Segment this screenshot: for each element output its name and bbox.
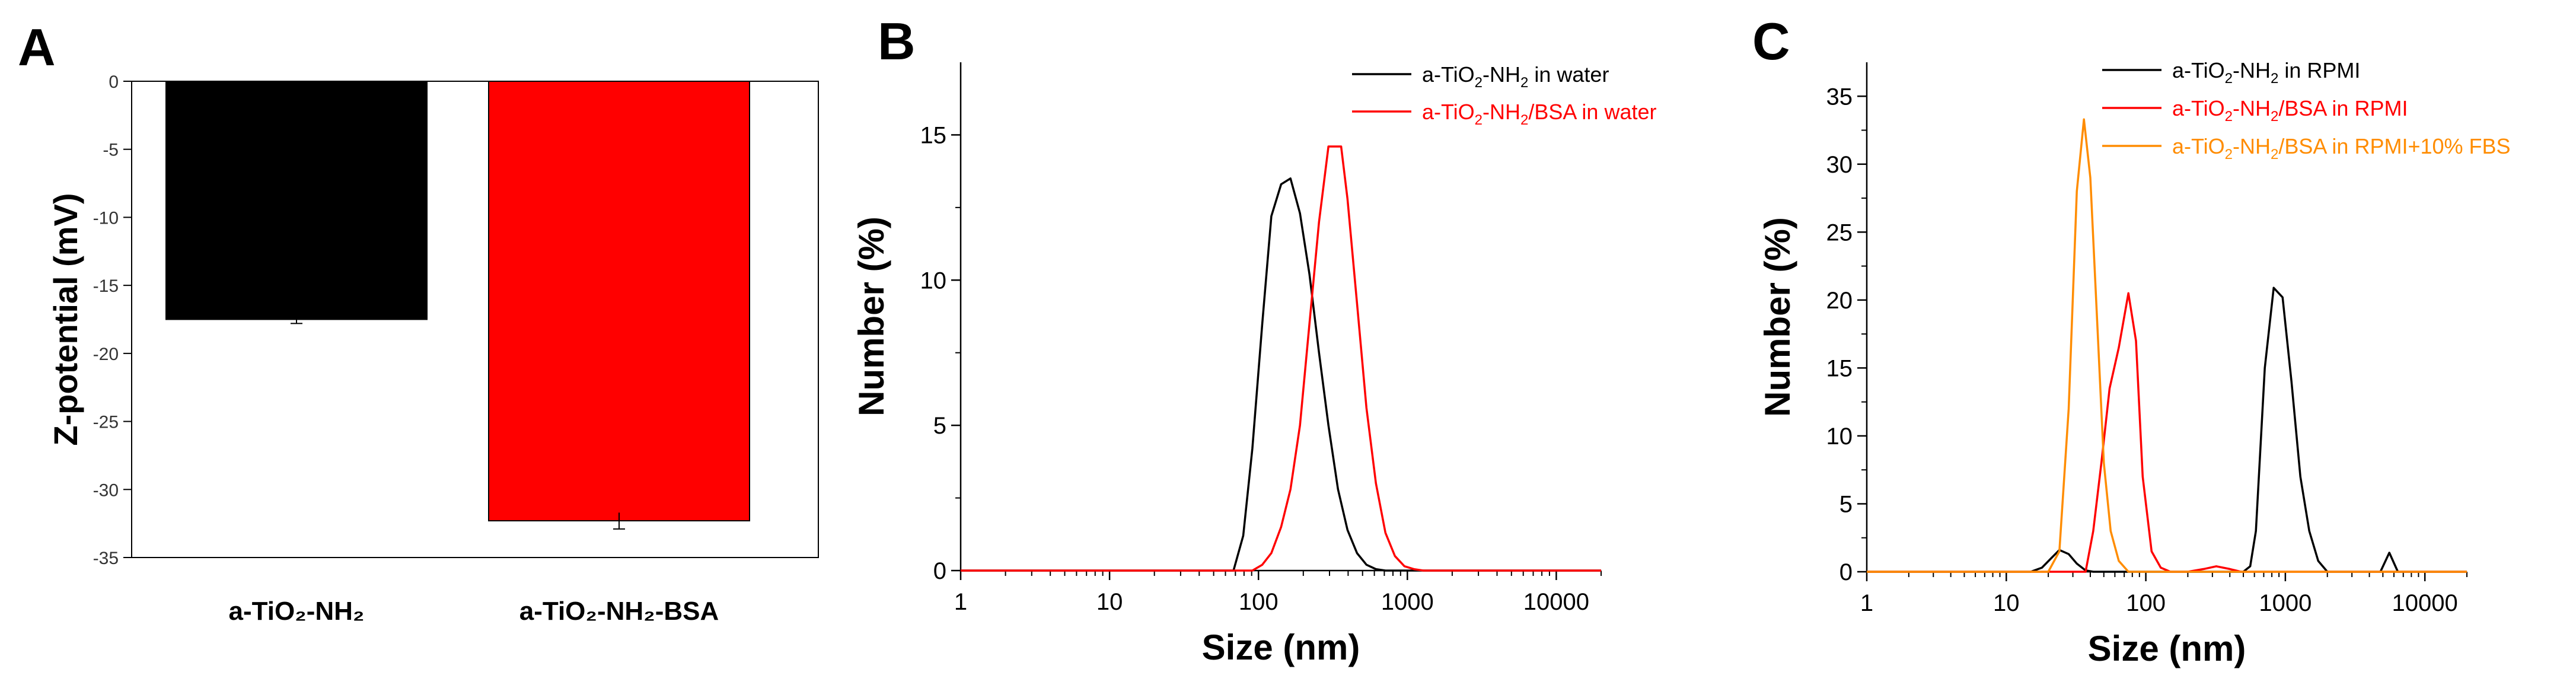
y-tick-label-c: 25 (1826, 219, 1853, 246)
y-axis-label-b: Number (%) (852, 216, 891, 416)
legend-label-c-3: a-TiO2-NH2/BSA in RPMI+10% FBS (2172, 134, 2511, 163)
legend-label-c-2: a-TiO2-NH2/BSA in RPMI (2172, 96, 2408, 125)
y-tick-label-c: 20 (1826, 288, 1853, 314)
y-tick-label-c: 0 (1839, 559, 1853, 585)
y-tick-label-a: -20 (93, 345, 119, 364)
x-axis-label-c: Size (nm) (2088, 629, 2246, 668)
panel-b-line-chart: B 0 5 10 15 1 10 100 1000 10000 Size (nm) Number (%… (852, 12, 1656, 667)
x-tick-label-b: 100 (1239, 589, 1279, 615)
y-tick-label-b: 0 (933, 558, 946, 584)
panel-c-line-chart: C 0 5 10 15 20 25 30 35 1 10 100 1000 10000 Size (nm) N… (1752, 12, 2511, 668)
x-axis-label-b: Size (nm) (1202, 628, 1360, 667)
y-tick-label-a: -30 (93, 480, 119, 500)
series-line-c-3 (1867, 118, 2467, 573)
y-tick-label-a: -15 (93, 276, 119, 296)
x-tick-label-c: 10 (1993, 590, 2020, 616)
x-tick-label-b: 10 (1096, 589, 1123, 615)
y-axis-label-a: Z-potential (mV) (47, 193, 84, 445)
x-tick-label-c: 100 (2126, 590, 2166, 616)
series-line-c-2 (1867, 292, 2467, 573)
panel-letter-a: A (18, 18, 56, 77)
bar-2 (488, 81, 750, 522)
y-tick-label-b: 10 (920, 267, 947, 294)
y-tick-label-c: 15 (1826, 355, 1853, 381)
y-tick-label-c: 5 (1839, 491, 1853, 517)
y-tick-label-c: 35 (1826, 84, 1853, 110)
legend-label-c-1: a-TiO2-NH2 in RPMI (2172, 58, 2360, 87)
y-tick-label-c: 10 (1826, 423, 1853, 450)
x-tick-label-b: 10000 (1523, 589, 1589, 615)
x-tick-label-b: 1000 (1381, 589, 1434, 615)
y-tick-label-b: 5 (933, 413, 946, 439)
x-tick-label-c: 1 (1860, 590, 1873, 616)
x-tick-label-c: 1000 (2259, 590, 2312, 616)
y-tick-label-a: -10 (93, 208, 119, 228)
category-label-2: a-TiO₂-NH₂-BSA (519, 597, 719, 626)
bar-1 (165, 81, 428, 320)
legend-label-b-2: a-TiO2-NH2/BSA in water (1422, 100, 1656, 128)
y-tick-label-a: -25 (93, 413, 119, 432)
series-line-b-2 (961, 145, 1601, 572)
y-tick-label-a: -35 (93, 549, 119, 568)
panel-letter-c: C (1752, 12, 1790, 71)
y-tick-label-b: 15 (920, 122, 947, 148)
y-tick-label-c: 30 (1826, 152, 1853, 178)
legend-label-b-1: a-TiO2-NH2 in water (1422, 62, 1609, 91)
x-tick-label-b: 1 (954, 589, 967, 615)
y-axis-label-c: Number (%) (1758, 217, 1797, 417)
panel-letter-b: B (878, 12, 916, 71)
y-tick-label-a: -5 (103, 141, 119, 160)
series-line-b-1 (961, 177, 1601, 572)
y-tick-label-a: 0 (109, 72, 119, 92)
category-label-1: a-TiO₂-NH₂ (229, 597, 365, 626)
panel-a-bar-chart: A 0 -5 -10 -15 -20 -25 -30 -35 Z-potential (mV) a-… (18, 18, 819, 626)
plot-frame-a (131, 81, 819, 558)
x-tick-label-c: 10000 (2392, 590, 2458, 616)
